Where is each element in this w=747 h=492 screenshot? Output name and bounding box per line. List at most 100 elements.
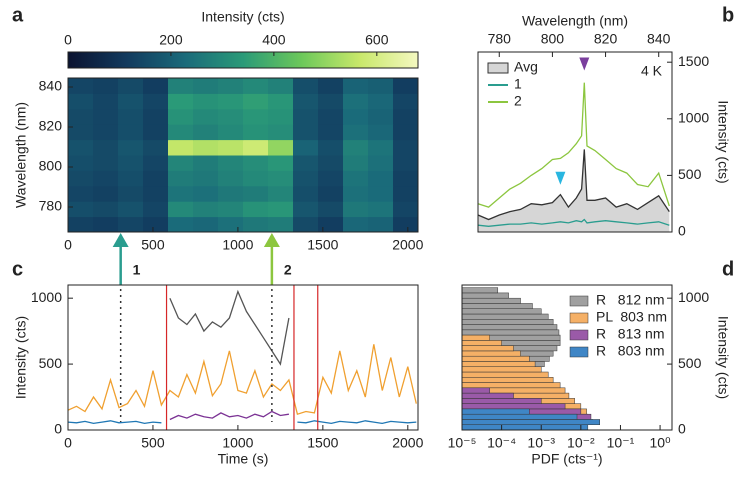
heatmap-cell [93,170,119,187]
hist-bar [461,303,533,309]
heatmap-cell [193,108,219,125]
heatmap-cell [293,216,319,233]
heatmap-cell [168,201,194,218]
heatmap-cell [393,216,419,233]
heatmap-cell [118,185,144,202]
x-tick-label: 0 [64,435,72,451]
x-tick-label: 800 [541,31,565,47]
hist-bar [461,340,502,346]
heatmap-cell [318,216,344,233]
heatmap-cell [93,139,119,156]
heatmap-cell [93,185,119,202]
heatmap-cell [393,108,419,125]
heatmap-cell [243,201,269,218]
heatmap-cell [143,201,169,218]
hist-bar [461,387,490,394]
heatmap-cell [93,216,119,233]
heatmap-cell [368,185,394,202]
heatmap-cell [243,170,269,187]
heatmap-cell [168,78,194,94]
heatmap-cell [268,185,294,202]
heatmap-cell [243,93,269,110]
y-axis-label: Intensity (cts) [715,100,731,183]
heatmap-cell [68,93,94,110]
x-tick-label: 1000 [222,435,253,451]
plot-frame [461,284,673,431]
colorbar-tick-label: 600 [365,32,389,48]
hist-bar [461,413,578,420]
heatmap-cell [143,139,169,156]
panel-label: a [12,4,24,26]
legend-label: 2 [514,93,522,109]
heatmap-cell [143,155,169,171]
hist-bar [461,313,549,320]
y-tick-label: 500 [678,166,702,182]
heatmap-cell [68,170,94,187]
heatmap-cell [168,155,194,171]
heatmap-cell [368,108,394,125]
arrow-label: 1 [133,262,141,278]
hist-bar [461,377,554,383]
y-tick-label: 0 [54,421,62,437]
x-tick-label: 1500 [307,435,338,451]
heatmap-cell [193,139,219,156]
heatmap-cell [118,124,144,141]
heatmap-cell [318,201,344,218]
hist-bar [461,319,554,325]
y-axis-label: Intensity (cts) [715,316,731,399]
heatmap-cell [343,216,369,233]
x-tick-label: 820 [594,31,618,47]
heatmap-cell [368,201,394,218]
legend-label: Avg [514,59,538,75]
heatmap-cell [268,170,294,187]
heatmap-cell [143,78,169,94]
y-tick-label: 820 [39,118,63,134]
heatmap-cell [368,93,394,110]
hist-bar [461,361,536,367]
heatmap-cell [368,78,394,94]
panel-label: d [722,258,734,280]
heatmap-cell [218,124,244,141]
heatmap-cell [143,108,169,125]
series-line [169,289,290,366]
arrow-head [112,233,129,247]
heatmap-cell [393,185,419,202]
peak-marker [555,171,566,185]
heatmap-cell [268,124,294,141]
x-tick-label: 780 [488,31,512,47]
heatmap-cell [143,93,169,110]
hist-bar [461,287,499,294]
heatmap-cell [143,170,169,187]
colorbar-tick-label: 200 [159,32,183,48]
y-tick-label: 1500 [678,53,709,69]
heatmap-cell [143,185,169,202]
heatmap-cell [318,108,344,125]
legend-swatch [569,295,589,307]
heatmap-cell [168,124,194,141]
heatmap-cell [293,108,319,125]
legend-label: PL 803 nm [596,309,667,325]
x-axis-label: Time (s) [218,451,269,467]
hist-bar [461,408,530,415]
heatmap-cell [343,139,369,156]
heatmap-cell [293,78,319,94]
heatmap-cell [293,124,319,141]
heatmap-cell [243,78,269,94]
heatmap-cell [243,155,269,171]
series-line [67,344,417,416]
heatmap-cell [293,201,319,218]
x-tick-label: 500 [141,435,165,451]
annotation: 4 K [641,63,663,79]
series-line [477,218,670,227]
heatmap-cell [68,185,94,202]
heatmap-cell [343,170,369,187]
y-axis-label: Wavelength (nm) [13,102,29,208]
y-tick-label: 840 [39,78,63,94]
heatmap-cell [93,124,119,141]
y-tick-label: 1000 [31,289,62,305]
heatmap-cell [268,93,294,110]
x-tick-label: 10⁻⁴ [487,435,516,451]
peak-marker [579,57,590,71]
hist-bar [461,371,549,378]
heatmap-cell [193,155,219,171]
